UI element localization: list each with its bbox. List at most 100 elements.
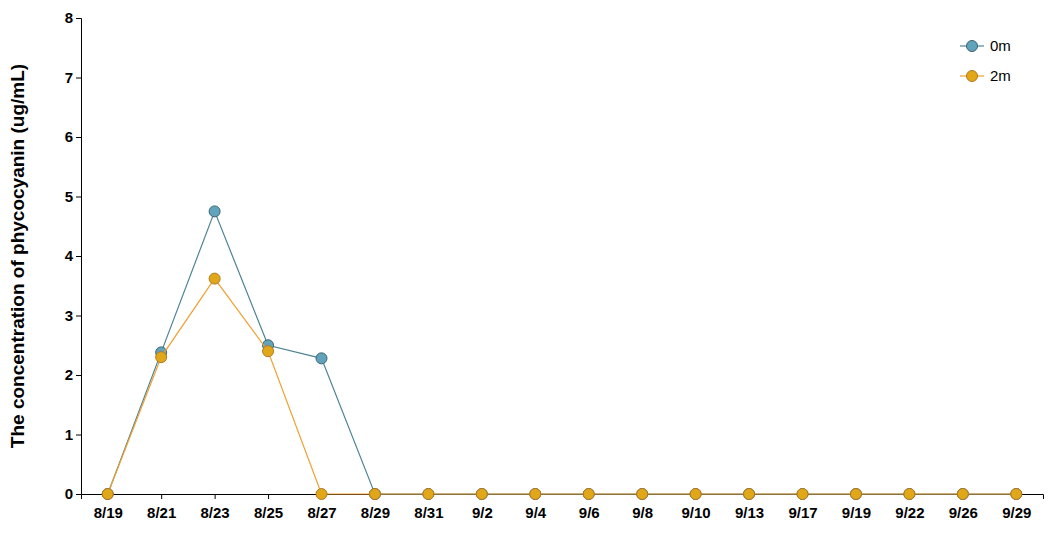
series-marker [637, 489, 648, 500]
x-tick-label: 9/10 [682, 504, 711, 521]
y-tick-mark [76, 256, 81, 257]
series-marker [1011, 489, 1022, 500]
series-marker [209, 206, 220, 217]
series-marker [850, 489, 861, 500]
series-marker [423, 489, 434, 500]
series-marker [1011, 489, 1022, 500]
series-marker [369, 489, 380, 500]
legend: 0m 2m [960, 37, 1011, 84]
y-tick-mark [76, 316, 81, 317]
series-marker [369, 489, 380, 500]
x-tick-label: 9/4 [525, 504, 547, 521]
series-marker [530, 489, 541, 500]
x-tick-label: 9/2 [472, 504, 493, 521]
x-tick-label: 9/22 [895, 504, 924, 521]
x-tick-label: 9/19 [842, 504, 871, 521]
chart: 0 1 2 3 4 5 6 7 8 8/19 8/21 8/23 8/25 8/27 8/29 8/31 9/2… [0, 0, 1056, 538]
y-tick-label: 4 [65, 247, 74, 264]
x-axis-line [82, 495, 1044, 500]
legend-marker [967, 71, 978, 82]
x-tick-label: 9/26 [949, 504, 978, 521]
series-marker [476, 489, 487, 500]
x-tick-label: 8/25 [254, 504, 283, 521]
y-tick-label: 6 [65, 128, 73, 145]
x-tick-mark [215, 494, 216, 499]
series-marker [316, 489, 327, 500]
y-tick-label: 8 [65, 9, 73, 26]
x-tick-label: 9/6 [579, 504, 600, 521]
series-marker [690, 489, 701, 500]
y-tick-label: 5 [65, 188, 73, 205]
series-marker [156, 352, 167, 363]
series-layer [102, 206, 1022, 500]
y-tick: 2 [65, 366, 81, 383]
plot: 0 1 2 3 4 5 6 7 8 8/19 8/21 8/23 8/25 8/27 8/29 8/31 9/2… [65, 9, 1044, 520]
series-marker [957, 489, 968, 500]
y-axis-line [76, 19, 82, 495]
x-tick-label: 8/27 [307, 504, 336, 521]
series-marker [957, 489, 968, 500]
series-marker [583, 489, 594, 500]
series-line [108, 211, 1017, 494]
x-tick: 8/23 [201, 494, 230, 521]
series-marker [263, 346, 274, 357]
y-tick: 8 [65, 9, 81, 26]
y-tick-mark [76, 494, 81, 495]
series-marker [744, 489, 755, 500]
series-marker [316, 353, 327, 364]
x-tick: 8/25 [254, 494, 283, 521]
series-marker [904, 489, 915, 500]
y-tick-label: 0 [65, 485, 73, 502]
legend-marker [967, 41, 978, 52]
legend-entry: 2m [960, 67, 1011, 84]
series-marker [637, 489, 648, 500]
x-tick-label: 9/17 [788, 504, 817, 521]
y-tick: 1 [65, 426, 81, 443]
y-axis-title: The concentration of phycocyanin (ug/mL) [7, 64, 28, 448]
x-tick-label: 9/13 [735, 504, 764, 521]
x-tick-mark [268, 494, 269, 499]
x-tick: 8/21 [147, 494, 176, 521]
legend-label: 2m [990, 67, 1011, 84]
series-marker [797, 489, 808, 500]
series-marker [476, 489, 487, 500]
x-tick-mark [161, 494, 162, 499]
y-tick-mark [76, 197, 81, 198]
series-marker [102, 489, 113, 500]
y-tick-label: 3 [65, 307, 73, 324]
y-tick-mark [76, 18, 81, 19]
x-tick-label: 9/8 [632, 504, 653, 521]
y-tick: 4 [65, 247, 81, 264]
x-tick-label: 8/29 [361, 504, 390, 521]
legend-entry: 0m [960, 37, 1011, 54]
series-marker [797, 489, 808, 500]
y-axis: 0 1 2 3 4 5 6 7 8 [65, 9, 82, 502]
series-marker [530, 489, 541, 500]
y-tick: 6 [65, 128, 81, 145]
y-tick: 0 [65, 485, 81, 502]
y-tick: 3 [65, 307, 81, 324]
series-marker [209, 273, 220, 284]
series-marker [904, 489, 915, 500]
legend-label: 0m [990, 37, 1011, 54]
series-marker [744, 489, 755, 500]
x-tick-label: 8/23 [201, 504, 230, 521]
series-marker [423, 489, 434, 500]
series-line [108, 279, 1017, 494]
y-tick-label: 2 [65, 366, 73, 383]
y-tick-mark [76, 435, 81, 436]
x-tick-label: 8/31 [414, 504, 443, 521]
series-marker [850, 489, 861, 500]
series-marker [583, 489, 594, 500]
y-tick-mark [76, 137, 81, 138]
y-tick-label: 7 [65, 69, 73, 86]
x-tick-label: 8/19 [94, 504, 123, 521]
y-tick-label: 1 [65, 426, 73, 443]
y-tick: 5 [65, 188, 81, 205]
x-axis: 8/19 8/21 8/23 8/25 8/27 8/29 8/31 9/2 9/4 9/6 9/8… [82, 494, 1044, 521]
series-marker [690, 489, 701, 500]
y-tick: 7 [65, 69, 81, 86]
x-tick-label: 8/21 [147, 504, 176, 521]
x-tick-label: 9/29 [1002, 504, 1031, 521]
y-tick-mark [76, 78, 81, 79]
